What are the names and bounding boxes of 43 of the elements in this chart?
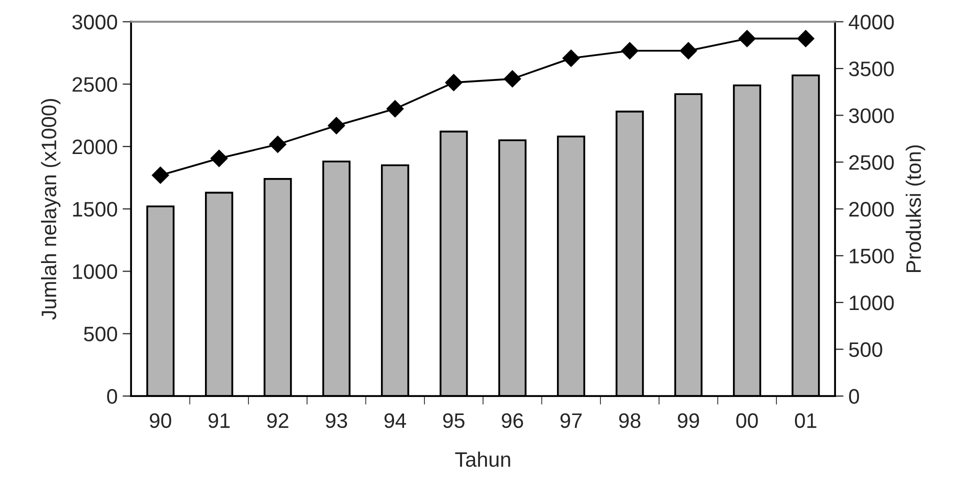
- x-tick-label: 94: [384, 413, 406, 428]
- point: [386, 100, 404, 118]
- x-tick-label: 95: [443, 413, 464, 428]
- point: [152, 166, 169, 184]
- y2-tick-label: 0: [849, 389, 860, 404]
- point: [680, 42, 697, 60]
- point: [328, 117, 345, 134]
- x-tick-label: 00: [736, 413, 758, 428]
- point: [210, 150, 228, 167]
- y-tick-label: 0: [107, 389, 118, 404]
- point: [738, 30, 756, 48]
- y-axis-title: Jumlah nelayan (x1000): [41, 99, 60, 320]
- y2-tick-label: 3000: [849, 108, 894, 124]
- y-tick-label: 500: [84, 326, 118, 342]
- y2-tick-label: 4000: [848, 14, 894, 30]
- y2-tick-label: 3500: [849, 62, 894, 76]
- y-tick-label: 2500: [72, 77, 118, 92]
- point: [797, 30, 814, 48]
- point: [621, 42, 638, 60]
- y2-tick-label: 2000: [849, 202, 894, 217]
- y2-tick-label: 1000: [850, 295, 894, 310]
- y-tick-label: 1000: [73, 264, 118, 280]
- point: [504, 70, 521, 88]
- point: [562, 50, 580, 67]
- x-tick-label: 91: [208, 413, 230, 428]
- x-tick-label: 96: [502, 413, 524, 428]
- y-tick-label: 2000: [72, 140, 118, 154]
- y2-tick-label: 2500: [849, 155, 894, 170]
- x-tick-label: 97: [560, 413, 582, 428]
- y-tick-label: 1500: [73, 202, 118, 217]
- x-tick-label: 92: [267, 413, 288, 428]
- x-tick-label: 98: [619, 413, 640, 428]
- y2-axis-title: Produksi (ton): [906, 145, 926, 272]
- y2-tick-label: 500: [849, 342, 882, 358]
- x-axis-title: Tahun: [455, 452, 510, 467]
- x-tick-label: 90: [150, 413, 172, 428]
- y-tick-label: 3000: [72, 14, 118, 30]
- point: [269, 136, 286, 153]
- x-tick-label: 99: [678, 413, 699, 428]
- x-tick-label: 01: [794, 413, 816, 428]
- point: [445, 74, 462, 92]
- y2-tick-label: 1500: [850, 248, 894, 264]
- x-tick-label: 93: [326, 413, 348, 428]
